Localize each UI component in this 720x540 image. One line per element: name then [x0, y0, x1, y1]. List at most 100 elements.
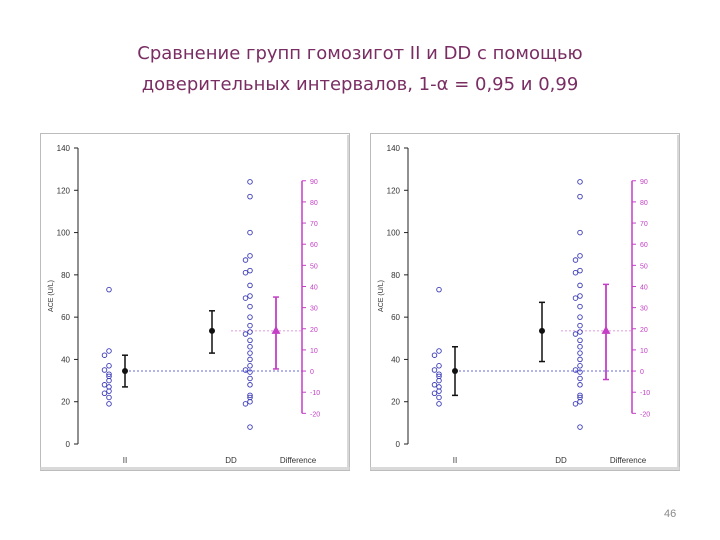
- group-ii-mean-marker: [452, 368, 458, 375]
- group-dd-point: [577, 293, 583, 299]
- y-tick-label: 80: [61, 271, 70, 280]
- y-tick-label: 120: [387, 186, 401, 195]
- group-ii-point: [106, 401, 112, 407]
- group-dd-point: [247, 253, 253, 259]
- chart-frame: [40, 133, 350, 471]
- slide-title: Сравнение групп гомозигот II и DD с помо…: [0, 38, 720, 100]
- group-dd-point: [572, 295, 579, 301]
- difference-mean-marker: [271, 325, 281, 334]
- chart-frame-shadow: [40, 467, 350, 470]
- group-dd-point: [242, 257, 249, 263]
- group-dd-point: [577, 337, 583, 344]
- difference-axis-label: 10: [640, 348, 648, 355]
- group-dd-point: [577, 392, 583, 399]
- group-dd-point: [577, 179, 583, 185]
- group-dd-point: [577, 369, 583, 375]
- group-dd-point: [242, 269, 249, 276]
- group-dd-point: [577, 363, 583, 369]
- group-ii-point: [436, 363, 442, 369]
- group-dd-point: [247, 322, 253, 329]
- difference-axis-label: 80: [640, 200, 648, 207]
- difference-axis-label: 70: [310, 221, 318, 228]
- group-ii-point: [436, 371, 442, 377]
- group-dd-point: [577, 356, 583, 363]
- group-dd-point: [247, 282, 253, 289]
- y-tick-label: 60: [61, 313, 70, 322]
- difference-axis-label: 70: [640, 221, 648, 228]
- y-tick-label: 120: [57, 186, 71, 195]
- group-ii-point: [431, 352, 438, 358]
- group-ii-point: [436, 348, 442, 354]
- difference-axis-label: -20: [310, 411, 320, 418]
- group-dd-point: [247, 329, 253, 335]
- group-dd-point: [577, 343, 583, 350]
- y-tick-label: 0: [396, 440, 401, 449]
- group-dd-point: [242, 367, 249, 373]
- group-dd-point: [577, 229, 583, 236]
- difference-axis-label: 50: [640, 263, 648, 270]
- group-dd-mean-marker: [209, 327, 215, 334]
- group-dd-point: [242, 295, 249, 301]
- group-dd-point: [577, 424, 583, 430]
- group-ii-point: [101, 382, 108, 388]
- group-dd-point: [577, 398, 583, 405]
- x-tick-label: DD: [225, 456, 237, 465]
- group-dd-point: [577, 314, 583, 320]
- group-dd-point: [577, 350, 583, 356]
- group-ii-point: [101, 352, 108, 358]
- x-tick-label: DD: [555, 456, 567, 465]
- group-dd-point: [572, 269, 579, 276]
- group-dd-point: [247, 375, 253, 382]
- group-dd-point: [247, 356, 253, 363]
- group-dd-point: [247, 267, 253, 274]
- y-tick-label: 20: [61, 398, 70, 407]
- group-ii-point: [101, 367, 108, 373]
- group-ii-point: [436, 401, 442, 407]
- group-dd-point: [247, 303, 253, 310]
- group-ii-point: [436, 394, 442, 401]
- group-dd-point: [247, 424, 253, 430]
- group-dd-point: [572, 401, 579, 407]
- group-dd-point: [242, 401, 249, 407]
- group-ii-point: [431, 390, 438, 397]
- title-line-1: Сравнение групп гомозигот II и DD с помо…: [137, 43, 583, 64]
- group-dd-point: [572, 257, 579, 263]
- group-dd-point: [247, 382, 253, 388]
- y-axis-label: ACE (U/L): [48, 280, 55, 312]
- y-tick-label: 140: [57, 144, 71, 153]
- y-tick-label: 100: [57, 229, 71, 238]
- difference-axis-label: 20: [640, 327, 648, 334]
- group-ii-point: [101, 390, 108, 397]
- y-tick-label: 40: [61, 355, 70, 364]
- difference-axis-label: 30: [310, 306, 318, 313]
- x-tick-label: Difference: [280, 456, 317, 465]
- difference-axis-label: 50: [310, 263, 318, 270]
- group-ii-mean-marker: [122, 368, 128, 375]
- group-dd-point: [247, 337, 253, 344]
- group-dd-point: [577, 375, 583, 382]
- group-dd-point: [577, 322, 583, 329]
- difference-axis-label: 40: [640, 284, 648, 291]
- title-line-2: доверительных интервалов, 1-α = 0,95 и 0…: [141, 74, 579, 95]
- group-ii-point: [436, 377, 442, 384]
- y-axis-label: ACE (U/L): [378, 280, 385, 312]
- y-tick-label: 140: [387, 144, 401, 153]
- group-dd-point: [247, 363, 253, 369]
- group-dd-point: [247, 392, 253, 399]
- group-dd-point: [577, 282, 583, 289]
- group-dd-point: [247, 179, 253, 185]
- page-number: 46: [664, 508, 677, 520]
- difference-axis-label: 80: [310, 200, 318, 207]
- group-dd-point: [247, 398, 253, 405]
- group-dd-point: [572, 367, 579, 373]
- group-dd-point: [247, 369, 253, 375]
- difference-axis-label: 60: [310, 242, 318, 249]
- difference-axis-label: 20: [310, 327, 318, 334]
- group-ii-point: [106, 388, 112, 394]
- difference-axis-label: 0: [640, 369, 644, 376]
- group-ii-point: [431, 382, 438, 388]
- group-dd-point: [577, 329, 583, 335]
- difference-axis-label: -20: [640, 411, 650, 418]
